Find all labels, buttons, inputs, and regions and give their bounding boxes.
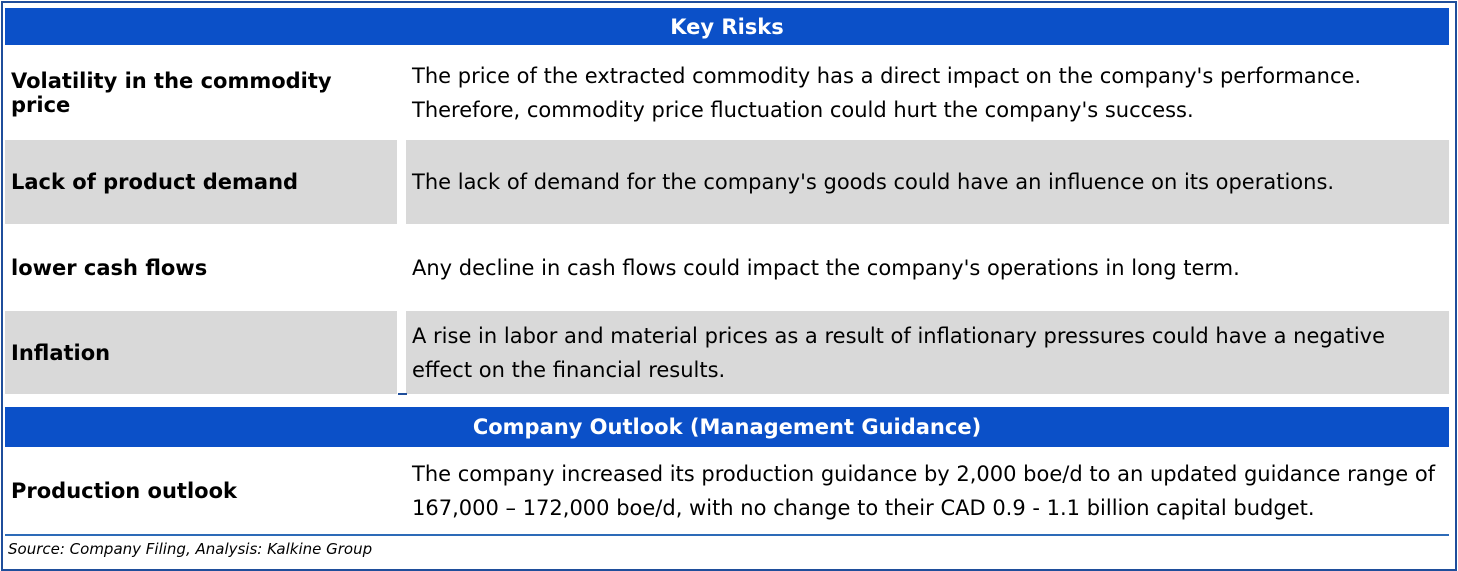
- risk-description: The price of the extracted commodity has…: [412, 63, 1362, 122]
- risk-description: A rise in labor and material prices as a…: [412, 323, 1386, 382]
- risk-description-cell: The lack of demand for the company's goo…: [406, 140, 1449, 224]
- risk-description-cell: Any decline in cash flows could impact t…: [406, 226, 1449, 310]
- risk-label-cell: Lack of product demand: [5, 140, 397, 224]
- key-risks-header: Key Risks: [5, 8, 1449, 45]
- outlook-description: The company increased its production gui…: [412, 462, 1436, 520]
- outlook-title: Company Outlook (Management Guidance): [472, 415, 982, 439]
- risk-label-cell: Inflation: [5, 311, 397, 394]
- source-note: Source: Company Filing, Analysis: Kalkin…: [8, 540, 373, 558]
- outlook-description-cell: The company increased its production gui…: [406, 449, 1449, 533]
- outlook-header: Company Outlook (Management Guidance): [5, 407, 1449, 447]
- key-risks-title: Key Risks: [670, 14, 784, 39]
- risk-description: Any decline in cash flows could impact t…: [412, 256, 1240, 280]
- risk-label: Volatility in the commodity price: [11, 68, 332, 117]
- cell-marker: [398, 393, 407, 395]
- outlook-label: Production outlook: [11, 479, 237, 503]
- risk-label-cell: Volatility in the commodity price: [5, 47, 397, 138]
- risk-description-cell: The price of the extracted commodity has…: [406, 47, 1449, 138]
- risk-label: Inflation: [11, 340, 111, 365]
- risk-description-cell: A rise in labor and material prices as a…: [406, 311, 1449, 394]
- risk-label: lower cash flows: [11, 256, 208, 280]
- risk-description: The lack of demand for the company's goo…: [412, 170, 1335, 194]
- risk-label: Lack of product demand: [11, 170, 299, 194]
- outlook-label-cell: Production outlook: [5, 449, 397, 533]
- risk-label-cell: lower cash flows: [5, 226, 397, 310]
- source-divider: [5, 534, 1449, 536]
